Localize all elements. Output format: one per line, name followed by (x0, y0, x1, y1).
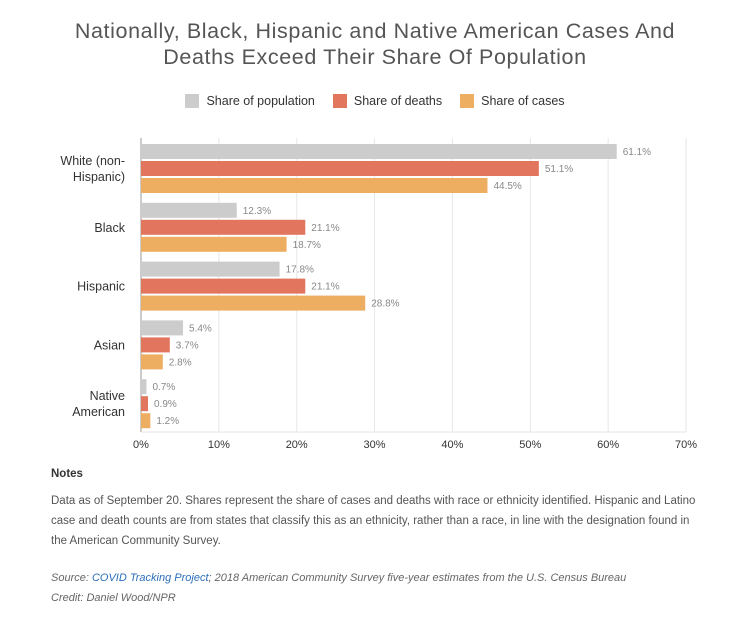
legend-label-deaths: Share of deaths (353, 94, 443, 108)
bar-value-label: 28.8% (371, 299, 399, 310)
bar (141, 354, 163, 370)
bar (141, 178, 488, 193)
x-tick-label: 0% (133, 439, 149, 451)
legend-label-population: Share of population (206, 94, 315, 108)
legend-swatch-cases (460, 94, 475, 108)
bar (141, 295, 366, 311)
legend-swatch-deaths (332, 94, 347, 108)
bar (141, 161, 539, 176)
bar-value-label: 3.7% (176, 340, 199, 351)
legend-swatch-population (185, 94, 200, 108)
legend-item-deaths: Share of deaths (332, 94, 443, 108)
x-tick-label: 30% (364, 439, 386, 451)
chart-title-line-2: Deaths Exceed Their Share Of Population (163, 45, 587, 69)
bar-value-label: 21.1% (311, 282, 339, 293)
category-label: American (72, 405, 125, 419)
x-tick-label: 50% (519, 439, 541, 451)
legend-item-population: Share of population (185, 94, 315, 108)
bar-value-label: 18.7% (293, 240, 321, 251)
x-tick-label: 10% (208, 439, 230, 451)
x-tick-label: 70% (675, 439, 697, 451)
category-label: White (non- (60, 154, 125, 168)
bar (141, 379, 147, 395)
category-label: Native (90, 389, 125, 403)
bar (141, 236, 287, 252)
bar-value-label: 0.9% (154, 399, 177, 410)
notes-body: Data as of September 20. Shares represen… (51, 495, 696, 547)
chart-legend: Share of population Share of deaths Shar… (0, 94, 750, 108)
bar (141, 413, 151, 429)
bar (141, 337, 170, 353)
x-tick-label: 40% (441, 439, 463, 451)
bar-value-label: 5.4% (189, 323, 212, 334)
bar-value-label: 61.1% (623, 147, 651, 158)
category-label: Hispanic (77, 280, 125, 294)
source-rest: ; 2018 American Community Survey five-ye… (208, 572, 627, 584)
chart-title-line-1: Nationally, Black, Hispanic and Native A… (74, 19, 676, 43)
legend-item-cases: Share of cases (460, 94, 565, 108)
notes-title: Notes (51, 468, 83, 480)
source-prefix: Source: (51, 572, 92, 584)
category-label: Black (94, 221, 125, 235)
bar (141, 202, 237, 218)
source-line: Source: COVID Tracking Project; 2018 Ame… (51, 568, 626, 588)
bar-chart: 0% 10% 20% 30% 40% 50% 60% 70% 61.1% 51.1% 44.5% Wh… (60, 138, 697, 451)
bar (141, 144, 617, 159)
bar-value-label: 51.1% (545, 164, 573, 175)
legend-label-cases: Share of cases (481, 94, 565, 108)
bar-value-label: 1.2% (156, 416, 179, 427)
bar (141, 320, 184, 336)
source-link[interactable]: COVID Tracking Project (91, 572, 209, 584)
category-label: Asian (94, 338, 125, 352)
chart-title: Nationally, Black, Hispanic and Native A… (0, 18, 750, 70)
bar-value-label: 0.7% (152, 382, 175, 393)
credit-line: Credit: Daniel Wood/NPR (51, 592, 176, 604)
bar (141, 219, 306, 235)
bar-value-label: 12.3% (243, 206, 271, 217)
bar-value-label: 2.8% (169, 357, 192, 368)
x-tick-label: 20% (286, 439, 308, 451)
bar-value-label: 44.5% (493, 181, 521, 192)
bar (141, 396, 149, 412)
x-tick-label: 60% (597, 439, 619, 451)
bar-value-label: 17.8% (286, 265, 314, 276)
category-label: Hispanic) (73, 170, 125, 184)
bar (141, 278, 306, 294)
bar (141, 261, 280, 277)
bar-value-label: 21.1% (311, 223, 339, 234)
